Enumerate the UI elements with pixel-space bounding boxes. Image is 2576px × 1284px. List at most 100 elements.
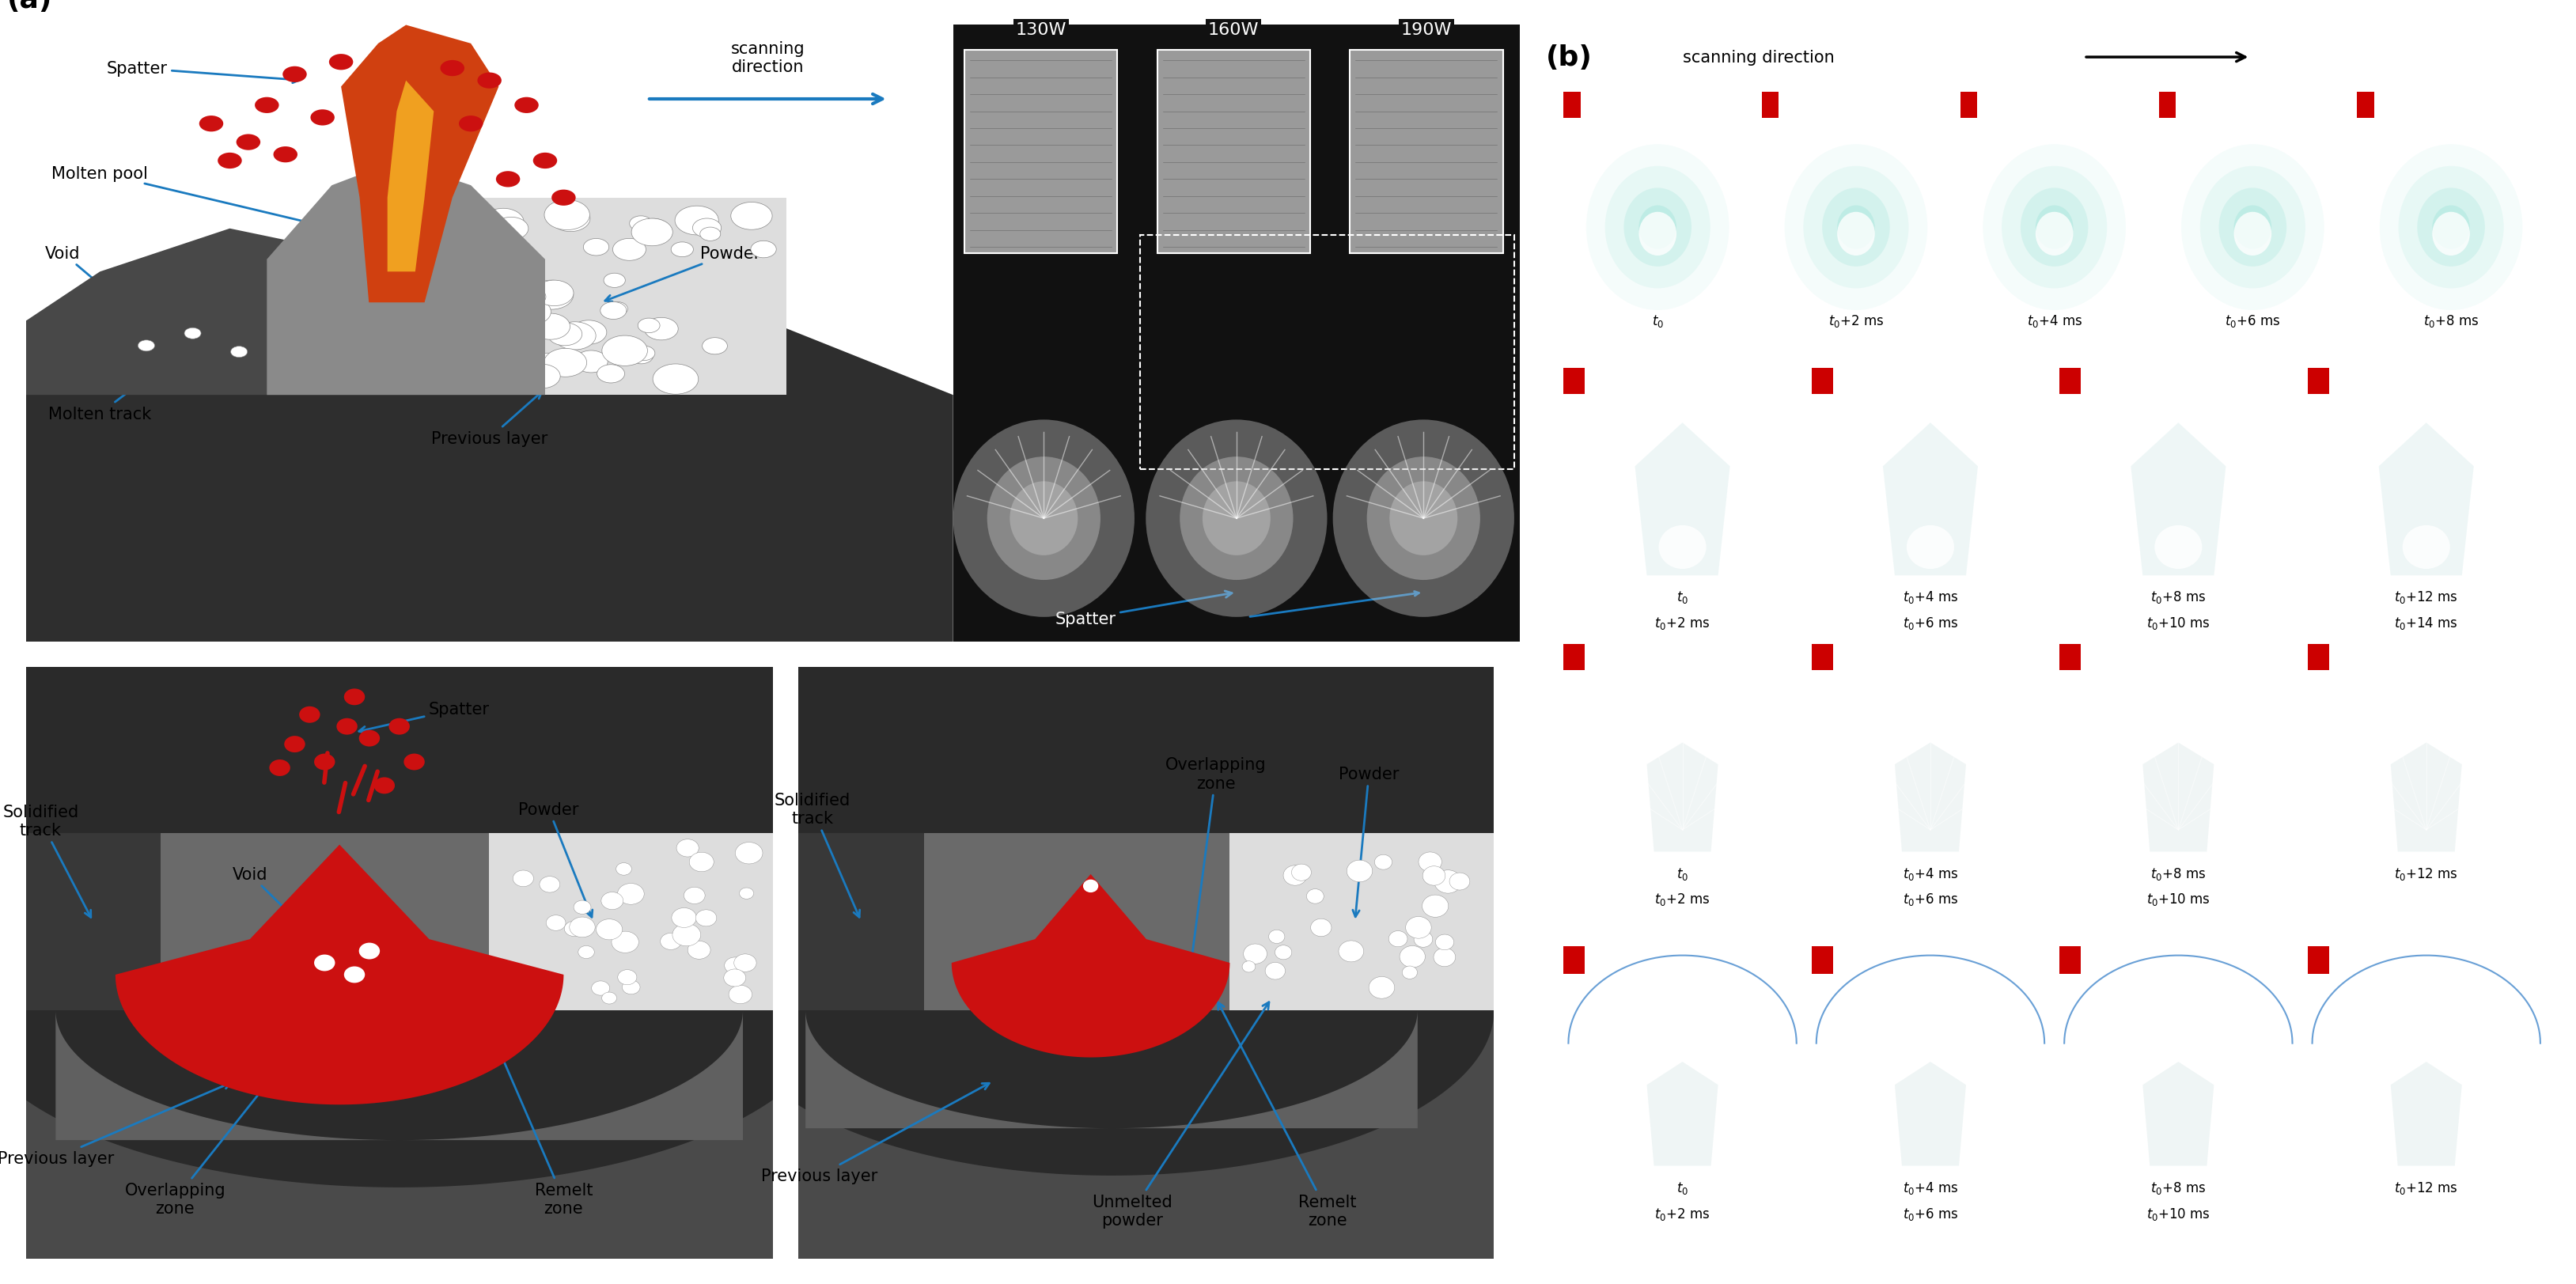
Polygon shape [26, 321, 768, 395]
Circle shape [1306, 889, 1324, 904]
Bar [2159, 92, 2177, 118]
Circle shape [283, 736, 304, 752]
Text: Spatter: Spatter [358, 701, 489, 733]
Circle shape [1414, 931, 1432, 948]
Circle shape [600, 303, 626, 320]
Circle shape [1311, 919, 1332, 936]
Circle shape [544, 349, 587, 377]
Text: $t_0$+6 ms: $t_0$+6 ms [1904, 615, 1958, 630]
Circle shape [2218, 189, 2287, 267]
Polygon shape [26, 321, 953, 642]
Circle shape [440, 60, 464, 77]
Circle shape [631, 220, 672, 247]
Circle shape [500, 366, 528, 385]
Circle shape [232, 347, 247, 358]
Text: Previous layer: Previous layer [430, 393, 549, 447]
Circle shape [724, 969, 747, 986]
Circle shape [482, 322, 510, 343]
Circle shape [603, 993, 616, 1004]
Circle shape [549, 324, 582, 347]
Circle shape [1406, 917, 1432, 939]
Circle shape [1082, 880, 1097, 892]
Circle shape [603, 336, 647, 366]
Circle shape [1623, 189, 1692, 267]
Polygon shape [2130, 422, 2226, 575]
Circle shape [1422, 867, 1445, 886]
Circle shape [404, 754, 425, 770]
Circle shape [629, 217, 652, 231]
Circle shape [696, 910, 716, 927]
Circle shape [1401, 966, 1417, 980]
Text: $t_0$+12 ms: $t_0$+12 ms [2393, 589, 2458, 605]
Circle shape [1180, 457, 1293, 580]
Bar [2061, 645, 2081, 670]
Circle shape [611, 931, 639, 953]
Circle shape [389, 719, 410, 734]
Circle shape [1270, 930, 1285, 944]
Circle shape [582, 239, 608, 256]
Bar [1564, 645, 1584, 670]
Text: Powder: Powder [518, 801, 592, 917]
Text: $t_0$+2 ms: $t_0$+2 ms [1654, 615, 1710, 630]
Circle shape [374, 778, 394, 794]
Circle shape [345, 690, 366, 705]
Text: Overlapping
zone: Overlapping zone [124, 996, 337, 1216]
Circle shape [510, 361, 538, 379]
Circle shape [701, 227, 721, 241]
Circle shape [595, 919, 623, 940]
Circle shape [551, 205, 590, 232]
Circle shape [1984, 145, 2125, 311]
Text: Solidified
track: Solidified track [775, 792, 860, 917]
Circle shape [639, 318, 659, 334]
Circle shape [1803, 167, 1909, 289]
Text: Previous layer: Previous layer [0, 1082, 232, 1166]
Circle shape [1010, 482, 1077, 556]
Circle shape [636, 220, 670, 241]
Text: $t_0$+2 ms: $t_0$+2 ms [1654, 1206, 1710, 1221]
Circle shape [670, 243, 693, 258]
Circle shape [574, 900, 590, 914]
Text: $t_0$+14 ms: $t_0$+14 ms [2393, 615, 2458, 630]
Circle shape [1283, 865, 1306, 886]
Circle shape [544, 200, 590, 231]
Circle shape [2035, 205, 2074, 249]
Bar [2308, 946, 2329, 975]
Text: Overlapping
zone: Overlapping zone [1164, 756, 1267, 982]
Circle shape [683, 887, 706, 904]
Circle shape [330, 55, 353, 71]
Circle shape [510, 299, 551, 326]
Circle shape [1906, 525, 1955, 569]
Text: Previous layer: Previous layer [760, 1084, 989, 1184]
Text: $t_0$+10 ms: $t_0$+10 ms [2146, 891, 2210, 907]
Text: $t_0$+8 ms: $t_0$+8 ms [2424, 313, 2478, 329]
Bar [963, 50, 1118, 254]
Circle shape [314, 955, 335, 971]
Polygon shape [116, 845, 564, 1104]
Circle shape [551, 190, 574, 207]
Bar [489, 833, 773, 1011]
Text: $t_0$: $t_0$ [1677, 1180, 1687, 1195]
Text: $t_0$+8 ms: $t_0$+8 ms [2151, 589, 2205, 605]
Text: $t_0$+6 ms: $t_0$+6 ms [1904, 1206, 1958, 1221]
Circle shape [299, 706, 319, 723]
Polygon shape [26, 833, 160, 1011]
Circle shape [1435, 948, 1455, 967]
Polygon shape [160, 833, 489, 1011]
Polygon shape [1883, 422, 1978, 575]
Text: Remelt
zone: Remelt zone [1218, 1003, 1355, 1229]
Circle shape [2233, 205, 2272, 249]
Circle shape [435, 230, 474, 256]
Circle shape [469, 309, 513, 340]
Circle shape [2432, 205, 2470, 249]
Circle shape [618, 969, 636, 985]
Polygon shape [799, 833, 925, 1011]
Circle shape [1368, 457, 1481, 580]
Circle shape [482, 209, 523, 236]
Circle shape [1388, 482, 1458, 556]
Circle shape [618, 883, 644, 905]
Circle shape [469, 247, 510, 273]
Text: Spatter: Spatter [1056, 592, 1231, 627]
Text: Remelt
zone: Remelt zone [477, 996, 592, 1216]
Polygon shape [2391, 1062, 2463, 1166]
Circle shape [690, 853, 714, 872]
